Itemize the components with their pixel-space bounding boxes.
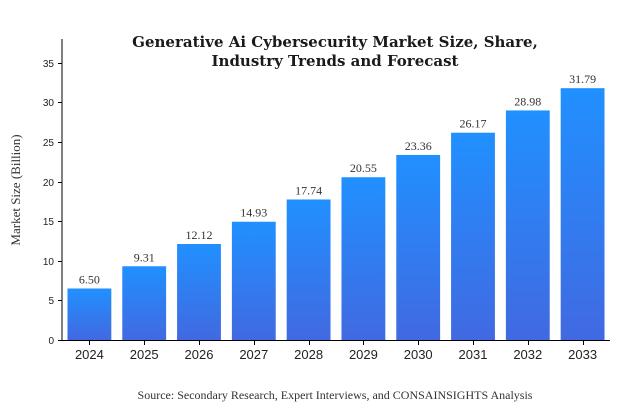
- x-tick-label-2032: 2032: [513, 347, 542, 362]
- data-labels-group: 6.50 9.31 12.12 14.93 17.74 20.55 23.36 26.17 28…: [79, 72, 596, 286]
- x-tick-label-2033: 2033: [568, 347, 597, 362]
- data-label-2025: 9.31: [134, 250, 155, 264]
- x-axis-ticks: 2024 2025 2026 2027 2028 2029 2030 2031 2032 2033: [75, 340, 597, 362]
- y-tick-label: 20: [43, 178, 55, 189]
- x-tick-label-2027: 2027: [239, 347, 268, 362]
- data-label-2029: 20.55: [350, 161, 377, 175]
- data-label-2026: 12.12: [186, 228, 213, 242]
- data-label-2028: 17.74: [295, 183, 322, 197]
- x-tick-label-2028: 2028: [294, 347, 323, 362]
- bar-2030: [396, 154, 441, 340]
- y-tick-label: 10: [43, 257, 55, 268]
- y-tick-label: 25: [43, 138, 55, 149]
- x-tick-label-2024: 2024: [75, 347, 104, 362]
- y-axis-ticks: 0 5 10 15 20 25 30 35: [43, 59, 62, 347]
- x-tick-label-2025: 2025: [130, 347, 159, 362]
- data-label-2031: 26.17: [460, 117, 487, 131]
- data-label-2027: 14.93: [240, 206, 267, 220]
- source-note: Source: Secondary Research, Expert Inter…: [138, 388, 533, 402]
- bar-2031: [451, 132, 495, 340]
- x-tick-label-2029: 2029: [349, 347, 378, 362]
- y-axis-label: Market Size (Billion): [8, 134, 23, 245]
- bar-2026: [177, 244, 221, 340]
- data-label-2033: 31.79: [569, 72, 596, 86]
- y-tick-label: 0: [48, 336, 54, 347]
- data-label-2024: 6.50: [79, 273, 100, 287]
- bar-2028: [286, 199, 331, 340]
- x-tick-label-2026: 2026: [185, 347, 214, 362]
- chart-title-line-1: Generative Ai Cybersecurity Market Size,…: [132, 33, 538, 51]
- bars-group: [67, 88, 605, 340]
- y-tick-label: 35: [43, 59, 55, 70]
- bar-2032: [505, 110, 550, 340]
- bar-2027: [231, 221, 276, 340]
- data-label-2030: 23.36: [405, 139, 432, 153]
- data-label-2032: 28.98: [514, 94, 541, 108]
- bar-2025: [122, 266, 167, 340]
- bar-2033: [560, 88, 605, 340]
- x-tick-label-2030: 2030: [404, 347, 433, 362]
- bar-2029: [341, 177, 386, 340]
- bar-2024: [67, 288, 112, 340]
- y-tick-label: 5: [48, 296, 54, 307]
- y-tick-label: 15: [43, 217, 55, 228]
- x-tick-label-2031: 2031: [459, 347, 488, 362]
- chart-title-line-2: Industry Trends and Forecast: [212, 52, 459, 70]
- y-tick-label: 30: [43, 98, 55, 109]
